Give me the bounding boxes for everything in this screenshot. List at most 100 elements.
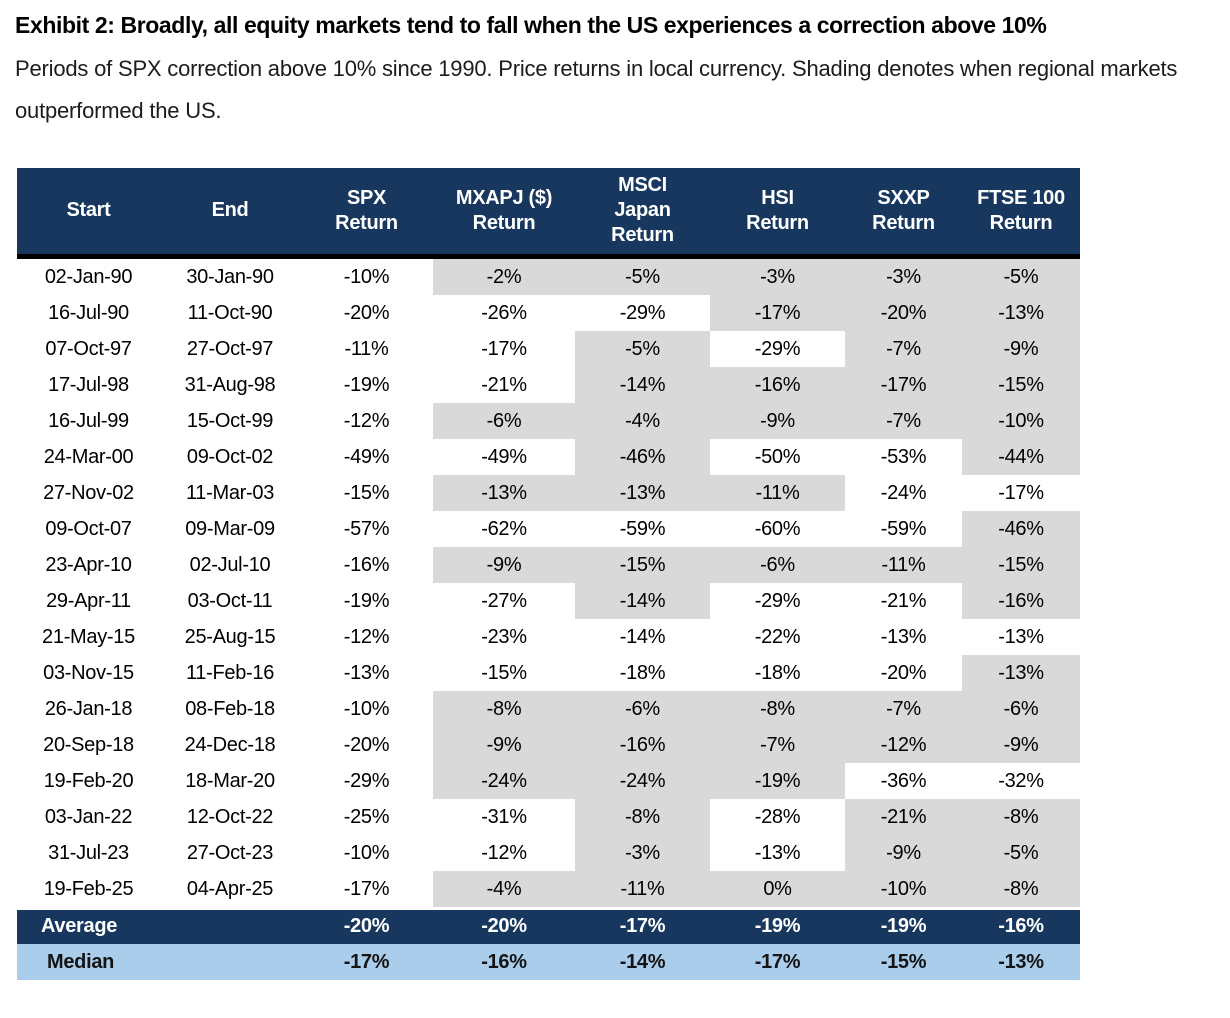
- table-row: 29-Apr-11 03-Oct-11 -19% -27% -14% -29% -21% -1…: [17, 582, 1080, 619]
- return-cell-hsi: -9%: [710, 402, 845, 439]
- return-cell-spx: -25%: [343, 805, 390, 828]
- return-cell-hsi: -29%: [754, 337, 801, 360]
- return-cell-hsi: -3%: [710, 256, 845, 295]
- median-row-value-msci-japan: -14%: [575, 944, 710, 980]
- start-date-cell: 24-Mar-00: [43, 445, 134, 468]
- return-cell-ftse-100: -8%: [962, 870, 1080, 908]
- return-cell-sxxp: -17%: [845, 366, 962, 403]
- return-cell-msci-japan: -11%: [575, 870, 710, 908]
- return-cell-mxapj: -31%: [481, 805, 527, 828]
- table-body: 02-Jan-90 30-Jan-90 -10% -2% -5% -3% -3% -5% 16-…: [17, 256, 1080, 908]
- return-cell-msci-japan: -5%: [575, 256, 710, 295]
- return-cell-mxapj: -17%: [481, 337, 527, 360]
- end-date-cell: 11-Mar-03: [185, 481, 275, 504]
- table-header: Start End SPX Return MXAPJ ($) Return MSCI J…: [17, 168, 1080, 259]
- return-cell-msci-japan: -15%: [575, 546, 710, 583]
- start-date-cell: 17-Jul-98: [48, 373, 129, 396]
- return-cell-sxxp: -3%: [845, 256, 962, 295]
- start-date-cell: 23-Apr-10: [45, 553, 132, 576]
- start-date-cell: 26-Jan-18: [44, 697, 133, 720]
- table-row: 09-Oct-07 09-Mar-09 -57% -62% -59% -60% -59% -4…: [17, 510, 1080, 547]
- return-cell-msci-japan: -3%: [575, 834, 710, 871]
- return-cell-hsi: -11%: [710, 474, 845, 511]
- median-row-value-hsi: -17%: [710, 944, 845, 980]
- return-cell-ftse-100: -13%: [962, 654, 1080, 691]
- return-cell-msci-japan: -14%: [575, 582, 710, 619]
- median-row-value-sxxp: -15%: [845, 944, 962, 980]
- return-cell-ftse-100: -46%: [962, 510, 1080, 547]
- return-cell-mxapj: -23%: [481, 625, 527, 648]
- return-cell-sxxp: -10%: [845, 870, 962, 908]
- return-cell-msci-japan: -6%: [575, 690, 710, 727]
- table-row: 31-Jul-23 27-Oct-23 -10% -12% -3% -13% -9% -5%: [17, 834, 1080, 871]
- return-cell-hsi: -13%: [754, 841, 801, 864]
- median-row: Median -17% -16% -14% -17% -15% -13%: [17, 944, 1080, 980]
- return-cell-spx: -11%: [344, 337, 389, 360]
- table-row: 02-Jan-90 30-Jan-90 -10% -2% -5% -3% -3% -5%: [17, 256, 1080, 295]
- return-cell-mxapj: -9%: [433, 726, 575, 763]
- end-date-cell: 31-Aug-98: [184, 373, 276, 396]
- return-cell-hsi: -17%: [710, 294, 845, 331]
- return-cell-msci-japan: -5%: [575, 330, 710, 367]
- end-date-cell: 09-Oct-02: [186, 445, 274, 468]
- return-cell-msci-japan: -18%: [619, 661, 666, 684]
- return-cell-mxapj: -24%: [433, 762, 575, 799]
- end-date-cell: 09-Mar-09: [185, 517, 275, 540]
- return-cell-spx: -49%: [343, 445, 390, 468]
- start-date-cell: 16-Jul-90: [48, 301, 129, 324]
- returns-table: Start End SPX Return MXAPJ ($) Return MSCI J…: [17, 168, 1080, 980]
- return-cell-hsi: -6%: [710, 546, 845, 583]
- average-row-value-ftse-100: -16%: [962, 906, 1080, 944]
- return-cell-msci-japan: -8%: [575, 798, 710, 835]
- average-row-value-sxxp: -19%: [845, 906, 962, 944]
- average-row-value-hsi: -19%: [710, 906, 845, 944]
- return-cell-spx: -19%: [343, 589, 390, 612]
- return-cell-ftse-100: -6%: [962, 690, 1080, 727]
- return-cell-spx: -20%: [343, 301, 390, 324]
- column-header-start: Start: [17, 168, 160, 259]
- average-row: Average -20% -20% -17% -19% -19% -16%: [17, 906, 1080, 944]
- table-row: 19-Feb-20 18-Mar-20 -29% -24% -24% -19% -36% -3…: [17, 762, 1080, 799]
- end-date-cell: 08-Feb-18: [185, 697, 275, 720]
- return-cell-msci-japan: -29%: [619, 301, 666, 324]
- return-cell-sxxp: -11%: [845, 546, 962, 583]
- return-cell-spx: -19%: [343, 373, 390, 396]
- end-date-cell: 27-Oct-97: [186, 337, 274, 360]
- column-header-spx: SPX Return: [300, 168, 433, 259]
- return-cell-mxapj: -6%: [433, 402, 575, 439]
- start-date-cell: 20-Sep-18: [43, 733, 134, 756]
- return-cell-spx: -12%: [343, 625, 390, 648]
- return-cell-spx: -29%: [343, 769, 390, 792]
- table-row: 16-Jul-99 15-Oct-99 -12% -6% -4% -9% -7% -10%: [17, 402, 1080, 439]
- return-cell-mxapj: -8%: [433, 690, 575, 727]
- return-cell-sxxp: -9%: [845, 834, 962, 871]
- return-cell-hsi: -60%: [754, 517, 801, 540]
- return-cell-ftse-100: -44%: [962, 438, 1080, 475]
- return-cell-mxapj: -4%: [433, 870, 575, 908]
- table-row: 24-Mar-00 09-Oct-02 -49% -49% -46% -50% -53% -4…: [17, 438, 1080, 475]
- return-cell-hsi: -28%: [754, 805, 801, 828]
- end-date-cell: 15-Oct-99: [186, 409, 274, 432]
- table-row: 23-Apr-10 02-Jul-10 -16% -9% -15% -6% -11% -15%: [17, 546, 1080, 583]
- table-row: 20-Sep-18 24-Dec-18 -20% -9% -16% -7% -12% -9%: [17, 726, 1080, 763]
- return-cell-sxxp: -7%: [845, 402, 962, 439]
- column-header-end: End: [160, 168, 300, 259]
- table-footer: Average -20% -20% -17% -19% -19% -16% Median -17…: [17, 906, 1080, 980]
- end-date-cell: 27-Oct-23: [186, 841, 274, 864]
- start-date-cell: 19-Feb-20: [43, 769, 134, 792]
- return-cell-ftse-100: -10%: [962, 402, 1080, 439]
- return-cell-msci-japan: -4%: [575, 402, 710, 439]
- return-cell-hsi: -18%: [754, 661, 801, 684]
- return-cell-hsi: -16%: [710, 366, 845, 403]
- end-date-cell: 04-Apr-25: [186, 877, 274, 900]
- end-date-cell: 11-Oct-90: [187, 301, 273, 324]
- return-cell-hsi: -29%: [754, 589, 801, 612]
- start-date-cell: 21-May-15: [42, 625, 135, 648]
- return-cell-mxapj: -12%: [481, 841, 527, 864]
- return-cell-ftse-100: -9%: [962, 726, 1080, 763]
- start-date-cell: 27-Nov-02: [43, 481, 134, 504]
- start-date-cell: 16-Jul-99: [48, 409, 129, 432]
- start-date-cell: 09-Oct-07: [45, 517, 132, 540]
- start-date-cell: 03-Jan-22: [44, 805, 133, 828]
- return-cell-ftse-100: -15%: [962, 546, 1080, 583]
